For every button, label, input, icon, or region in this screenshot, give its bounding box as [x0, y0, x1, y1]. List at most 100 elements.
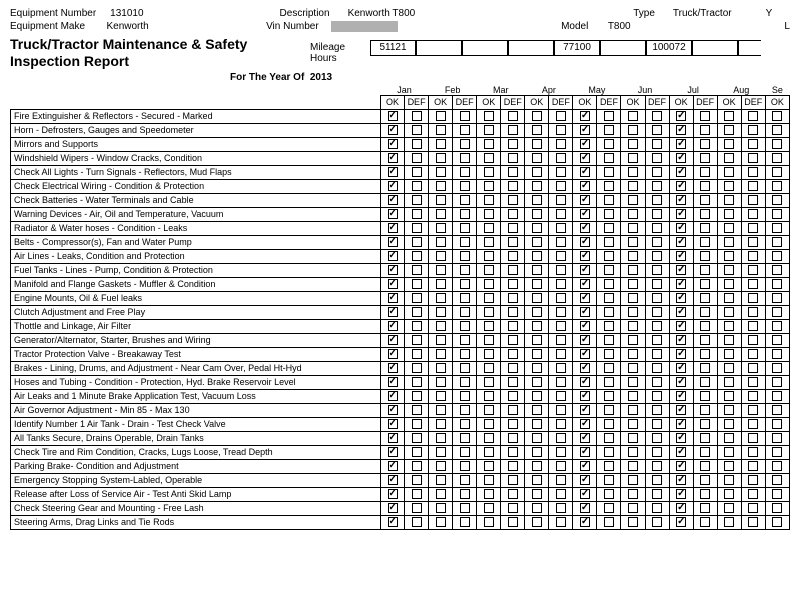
ok-checkbox-cell[interactable] — [381, 403, 405, 417]
ok-checkbox-cell[interactable] — [669, 515, 693, 529]
ok-checkbox-cell[interactable] — [477, 347, 501, 361]
def-checkbox-cell[interactable] — [501, 165, 525, 179]
def-checkbox-cell[interactable] — [405, 487, 429, 501]
def-checkbox-cell[interactable] — [405, 347, 429, 361]
def-checkbox-cell[interactable] — [501, 361, 525, 375]
ok-checkbox-cell[interactable] — [525, 333, 549, 347]
ok-checkbox-cell[interactable] — [429, 249, 453, 263]
def-checkbox-cell[interactable] — [741, 515, 765, 529]
def-checkbox-cell[interactable] — [453, 207, 477, 221]
ok-checkbox-cell[interactable] — [381, 375, 405, 389]
def-checkbox-cell[interactable] — [693, 165, 717, 179]
def-checkbox-cell[interactable] — [645, 333, 669, 347]
ok-checkbox-cell[interactable] — [381, 263, 405, 277]
ok-checkbox-cell[interactable] — [573, 431, 597, 445]
def-checkbox-cell[interactable] — [741, 417, 765, 431]
def-checkbox-cell[interactable] — [741, 487, 765, 501]
ok-checkbox-cell[interactable] — [525, 445, 549, 459]
def-checkbox-cell[interactable] — [597, 487, 621, 501]
ok-checkbox-cell[interactable] — [765, 109, 789, 123]
def-checkbox-cell[interactable] — [549, 277, 573, 291]
ok-checkbox-cell[interactable] — [765, 319, 789, 333]
ok-checkbox-cell[interactable] — [573, 515, 597, 529]
ok-checkbox-cell[interactable] — [573, 179, 597, 193]
def-checkbox-cell[interactable] — [549, 249, 573, 263]
ok-checkbox-cell[interactable] — [525, 431, 549, 445]
def-checkbox-cell[interactable] — [453, 179, 477, 193]
def-checkbox-cell[interactable] — [645, 151, 669, 165]
ok-checkbox-cell[interactable] — [669, 361, 693, 375]
def-checkbox-cell[interactable] — [405, 249, 429, 263]
ok-checkbox-cell[interactable] — [621, 235, 645, 249]
def-checkbox-cell[interactable] — [693, 389, 717, 403]
ok-checkbox-cell[interactable] — [525, 361, 549, 375]
ok-checkbox-cell[interactable] — [765, 501, 789, 515]
ok-checkbox-cell[interactable] — [381, 487, 405, 501]
ok-checkbox-cell[interactable] — [621, 375, 645, 389]
def-checkbox-cell[interactable] — [741, 235, 765, 249]
ok-checkbox-cell[interactable] — [621, 403, 645, 417]
def-checkbox-cell[interactable] — [693, 123, 717, 137]
ok-checkbox-cell[interactable] — [477, 361, 501, 375]
ok-checkbox-cell[interactable] — [717, 389, 741, 403]
ok-checkbox-cell[interactable] — [429, 473, 453, 487]
ok-checkbox-cell[interactable] — [429, 319, 453, 333]
ok-checkbox-cell[interactable] — [525, 459, 549, 473]
def-checkbox-cell[interactable] — [453, 445, 477, 459]
ok-checkbox-cell[interactable] — [429, 137, 453, 151]
def-checkbox-cell[interactable] — [501, 235, 525, 249]
ok-checkbox-cell[interactable] — [717, 459, 741, 473]
def-checkbox-cell[interactable] — [549, 305, 573, 319]
ok-checkbox-cell[interactable] — [477, 487, 501, 501]
def-checkbox-cell[interactable] — [549, 487, 573, 501]
def-checkbox-cell[interactable] — [645, 165, 669, 179]
def-checkbox-cell[interactable] — [501, 375, 525, 389]
ok-checkbox-cell[interactable] — [573, 389, 597, 403]
def-checkbox-cell[interactable] — [693, 445, 717, 459]
def-checkbox-cell[interactable] — [645, 109, 669, 123]
def-checkbox-cell[interactable] — [453, 137, 477, 151]
ok-checkbox-cell[interactable] — [765, 123, 789, 137]
ok-checkbox-cell[interactable] — [573, 361, 597, 375]
def-checkbox-cell[interactable] — [597, 389, 621, 403]
def-checkbox-cell[interactable] — [597, 291, 621, 305]
def-checkbox-cell[interactable] — [405, 207, 429, 221]
ok-checkbox-cell[interactable] — [765, 445, 789, 459]
ok-checkbox-cell[interactable] — [573, 137, 597, 151]
ok-checkbox-cell[interactable] — [477, 109, 501, 123]
ok-checkbox-cell[interactable] — [621, 263, 645, 277]
ok-checkbox-cell[interactable] — [477, 277, 501, 291]
def-checkbox-cell[interactable] — [693, 487, 717, 501]
ok-checkbox-cell[interactable] — [765, 263, 789, 277]
def-checkbox-cell[interactable] — [549, 417, 573, 431]
ok-checkbox-cell[interactable] — [525, 417, 549, 431]
ok-checkbox-cell[interactable] — [429, 305, 453, 319]
ok-checkbox-cell[interactable] — [477, 193, 501, 207]
def-checkbox-cell[interactable] — [645, 473, 669, 487]
def-checkbox-cell[interactable] — [693, 431, 717, 445]
ok-checkbox-cell[interactable] — [525, 165, 549, 179]
ok-checkbox-cell[interactable] — [621, 417, 645, 431]
def-checkbox-cell[interactable] — [501, 193, 525, 207]
def-checkbox-cell[interactable] — [693, 291, 717, 305]
def-checkbox-cell[interactable] — [501, 137, 525, 151]
def-checkbox-cell[interactable] — [453, 375, 477, 389]
ok-checkbox-cell[interactable] — [717, 207, 741, 221]
ok-checkbox-cell[interactable] — [669, 487, 693, 501]
ok-checkbox-cell[interactable] — [429, 375, 453, 389]
ok-checkbox-cell[interactable] — [525, 249, 549, 263]
ok-checkbox-cell[interactable] — [429, 515, 453, 529]
def-checkbox-cell[interactable] — [453, 515, 477, 529]
def-checkbox-cell[interactable] — [645, 403, 669, 417]
ok-checkbox-cell[interactable] — [669, 445, 693, 459]
ok-checkbox-cell[interactable] — [477, 417, 501, 431]
def-checkbox-cell[interactable] — [597, 417, 621, 431]
def-checkbox-cell[interactable] — [405, 123, 429, 137]
ok-checkbox-cell[interactable] — [669, 165, 693, 179]
def-checkbox-cell[interactable] — [453, 305, 477, 319]
ok-checkbox-cell[interactable] — [765, 221, 789, 235]
ok-checkbox-cell[interactable] — [525, 207, 549, 221]
def-checkbox-cell[interactable] — [597, 137, 621, 151]
ok-checkbox-cell[interactable] — [525, 403, 549, 417]
ok-checkbox-cell[interactable] — [765, 459, 789, 473]
